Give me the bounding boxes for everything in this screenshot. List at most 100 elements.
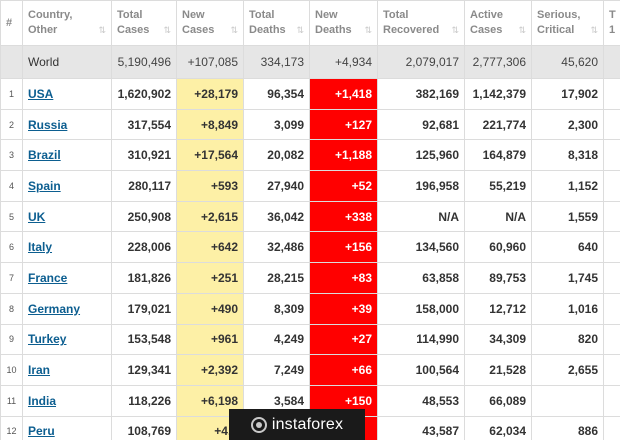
country-cell: Italy <box>22 231 112 264</box>
sort-icon[interactable]: ⇅ <box>296 25 304 35</box>
country-cell: Turkey <box>22 323 112 356</box>
total-cases-cell: 310,921 <box>111 139 177 172</box>
total-recovered-cell: 48,553 <box>377 384 465 417</box>
table-header-row: # Country, Other ⇅ Total Cases ⇅ New Cases ⇅ T… <box>0 0 620 46</box>
world-total-row: World 5,190,496 +107,085 334,173 +4,934 … <box>0 45 620 79</box>
country-link[interactable]: India <box>28 393 57 408</box>
next-column-cell <box>603 292 620 325</box>
serious-critical-cell: 17,902 <box>531 78 604 110</box>
new-deaths-cell: +52 <box>309 170 378 202</box>
new-cases-cell: +961 <box>176 323 244 356</box>
total-recovered-cell: 63,858 <box>377 262 465 294</box>
sort-icon[interactable]: ⇅ <box>518 25 526 35</box>
header-total-cases[interactable]: Total Cases ⇅ <box>111 0 177 46</box>
watermark-text: instaforex <box>271 415 344 433</box>
country-cell: France <box>22 262 112 294</box>
next-column-cell <box>603 415 620 440</box>
sort-icon[interactable]: ⇅ <box>98 25 106 35</box>
country-link[interactable]: Turkey <box>28 332 67 347</box>
country-link[interactable]: Germany <box>28 301 81 316</box>
total-deaths-cell: 334,173 <box>243 45 310 79</box>
active-cases-cell: 1,142,379 <box>464 78 532 110</box>
header-country[interactable]: Country, Other ⇅ <box>22 0 112 46</box>
total-cases-cell: 1,620,902 <box>111 78 177 110</box>
total-recovered-cell: 134,560 <box>377 231 465 264</box>
next-column-cell <box>603 200 620 233</box>
new-cases-cell: +642 <box>176 231 244 264</box>
table-row: 2 Russia 317,554 +8,849 3,099 +127 92,681 221,7… <box>0 108 620 141</box>
country-cell: India <box>22 384 112 417</box>
total-cases-cell: 228,006 <box>111 231 177 264</box>
header-new-deaths[interactable]: New Deaths ⇅ <box>309 0 378 46</box>
sort-icon[interactable]: ⇅ <box>230 25 238 35</box>
country-link[interactable]: Iran <box>28 363 51 378</box>
total-cases-cell: 280,117 <box>111 170 177 202</box>
rank-cell: 1 <box>0 78 23 110</box>
total-recovered-cell: N/A <box>377 200 465 233</box>
total-deaths-cell: 20,082 <box>243 139 310 172</box>
sort-icon[interactable]: ⇅ <box>364 25 372 35</box>
active-cases-cell: 164,879 <box>464 139 532 172</box>
sort-active-icon[interactable]: ⇅ <box>163 25 171 35</box>
new-deaths-cell: +338 <box>309 200 378 233</box>
total-cases-cell: 118,226 <box>111 384 177 417</box>
instaforex-logo-icon <box>250 416 267 433</box>
sort-icon[interactable]: ⇅ <box>590 25 598 35</box>
rank-cell: 4 <box>0 170 23 202</box>
country-link[interactable]: Peru <box>28 424 55 439</box>
new-deaths-cell: +83 <box>309 262 378 294</box>
total-deaths-cell: 3,099 <box>243 108 310 141</box>
new-cases-cell: +2,615 <box>176 200 244 233</box>
country-link[interactable]: USA <box>28 86 54 101</box>
next-column-cell <box>603 354 620 386</box>
table-row: 5 UK 250,908 +2,615 36,042 +338 N/A N/A 1,559 <box>0 200 620 233</box>
total-recovered-cell: 125,960 <box>377 139 465 172</box>
total-deaths-cell: 36,042 <box>243 200 310 233</box>
total-cases-cell: 5,190,496 <box>111 45 177 79</box>
country-link[interactable]: Spain <box>28 178 61 193</box>
new-deaths-cell: +27 <box>309 323 378 356</box>
next-column-cell <box>603 323 620 356</box>
table-row: 3 Brazil 310,921 +17,564 20,082 +1,188 125,960… <box>0 139 620 172</box>
header-rank: # <box>0 0 23 46</box>
new-deaths-cell: +4,934 <box>309 45 378 79</box>
country-link[interactable]: Brazil <box>28 148 61 163</box>
country-link[interactable]: France <box>28 270 68 285</box>
active-cases-cell: 89,753 <box>464 262 532 294</box>
table-row: 11 India 118,226 +6,198 3,584 +150 48,553 66,08… <box>0 384 620 417</box>
country-cell: USA <box>22 78 112 110</box>
header-new-cases[interactable]: New Cases ⇅ <box>176 0 244 46</box>
country-link[interactable]: UK <box>28 209 46 224</box>
header-serious-critical[interactable]: Serious, Critical ⇅ <box>531 0 604 46</box>
table-row: 1 USA 1,620,902 +28,179 96,354 +1,418 382,169 1… <box>0 78 620 110</box>
header-total-deaths[interactable]: Total Deaths ⇅ <box>243 0 310 46</box>
total-deaths-cell: 27,940 <box>243 170 310 202</box>
header-total-recovered[interactable]: Total Recovered ⇅ <box>377 0 465 46</box>
total-recovered-cell: 2,079,017 <box>377 45 465 79</box>
rank-cell: 10 <box>0 354 23 386</box>
serious-critical-cell: 2,300 <box>531 108 604 141</box>
country-link[interactable]: Italy <box>28 240 53 255</box>
total-cases-cell: 179,021 <box>111 292 177 325</box>
new-deaths-cell: +39 <box>309 292 378 325</box>
total-recovered-cell: 43,587 <box>377 415 465 440</box>
new-deaths-cell: +66 <box>309 354 378 386</box>
serious-critical-cell: 640 <box>531 231 604 264</box>
total-cases-cell: 153,548 <box>111 323 177 356</box>
next-column-cell <box>603 45 620 79</box>
new-cases-cell: +28,179 <box>176 78 244 110</box>
new-cases-cell: +2,392 <box>176 354 244 386</box>
rank-cell: 3 <box>0 139 23 172</box>
country-link[interactable]: Russia <box>28 117 68 132</box>
total-deaths-cell: 28,215 <box>243 262 310 294</box>
active-cases-cell: N/A <box>464 200 532 233</box>
active-cases-cell: 55,219 <box>464 170 532 202</box>
rank-cell <box>0 45 23 79</box>
active-cases-cell: 221,774 <box>464 108 532 141</box>
total-cases-cell: 317,554 <box>111 108 177 141</box>
header-active-cases[interactable]: Active Cases ⇅ <box>464 0 532 46</box>
new-cases-cell: +8,849 <box>176 108 244 141</box>
sort-icon[interactable]: ⇅ <box>451 25 459 35</box>
new-deaths-cell: +1,188 <box>309 139 378 172</box>
